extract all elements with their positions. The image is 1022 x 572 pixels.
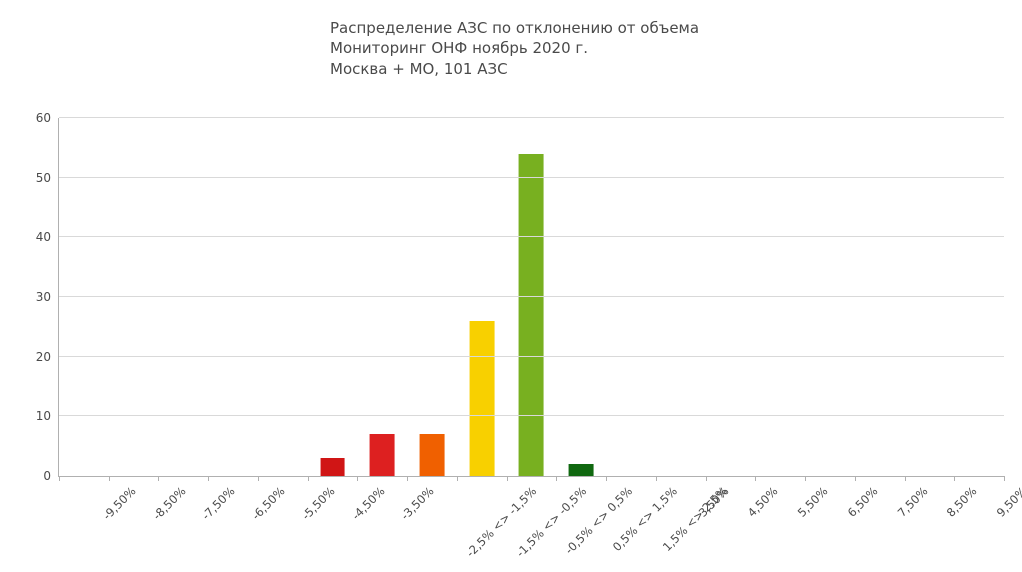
title-line-1: Распределение АЗС по отклонению от объем… xyxy=(330,18,699,38)
x-tick-label: 5,50% xyxy=(795,484,831,520)
x-tick xyxy=(656,476,657,481)
x-tick xyxy=(855,476,856,481)
x-tick-label: -6,50% xyxy=(249,484,288,523)
x-tick-label: 9,50% xyxy=(994,484,1022,520)
grid-line xyxy=(59,236,1004,237)
bar-slot xyxy=(656,118,706,476)
x-tick xyxy=(805,476,806,481)
bar xyxy=(420,434,445,476)
bar-slot xyxy=(407,118,457,476)
bar-slot xyxy=(158,118,208,476)
bar-slot xyxy=(109,118,159,476)
y-tick-label: 20 xyxy=(36,350,59,364)
x-tick-label: -8,50% xyxy=(150,484,189,523)
grid-line xyxy=(59,296,1004,297)
grid-line xyxy=(59,415,1004,416)
y-tick-label: 50 xyxy=(36,171,59,185)
bar-slot xyxy=(208,118,258,476)
x-tick-label: -4,50% xyxy=(348,484,387,523)
grid-line xyxy=(59,117,1004,118)
title-line-2: Мониторинг ОНФ ноябрь 2020 г. xyxy=(330,38,699,58)
plot-area: 0102030405060-9,50%-8,50%-7,50%-6,50%-5,… xyxy=(58,118,1004,477)
bar-slot xyxy=(507,118,557,476)
chart-title: Распределение АЗС по отклонению от объем… xyxy=(330,18,699,79)
bar-slot xyxy=(855,118,905,476)
x-tick-label: 7,50% xyxy=(894,484,930,520)
bar-slot xyxy=(357,118,407,476)
bar-slot xyxy=(606,118,656,476)
bar-slot xyxy=(308,118,358,476)
x-tick xyxy=(357,476,358,481)
bar-slot xyxy=(258,118,308,476)
chart-container: Распределение АЗС по отклонению от объем… xyxy=(0,0,1022,572)
bars-layer xyxy=(59,118,1004,476)
x-tick xyxy=(755,476,756,481)
x-tick-label: -3,50% xyxy=(398,484,437,523)
x-tick-label: -7,50% xyxy=(199,484,238,523)
title-line-3: Москва + МО, 101 АЗС xyxy=(330,59,699,79)
bar-slot xyxy=(805,118,855,476)
x-tick xyxy=(905,476,906,481)
y-tick-label: 30 xyxy=(36,290,59,304)
x-tick xyxy=(258,476,259,481)
bar-slot xyxy=(556,118,606,476)
x-tick xyxy=(109,476,110,481)
y-tick-label: 0 xyxy=(43,469,59,483)
grid-line xyxy=(59,177,1004,178)
bar xyxy=(469,321,494,476)
bar xyxy=(519,154,544,476)
x-tick xyxy=(1004,476,1005,481)
x-tick xyxy=(59,476,60,481)
grid-line xyxy=(59,356,1004,357)
x-tick-label: 4,50% xyxy=(745,484,781,520)
x-tick-label: 8,50% xyxy=(944,484,980,520)
x-tick-label: 6,50% xyxy=(845,484,881,520)
bar-slot xyxy=(905,118,955,476)
x-tick xyxy=(954,476,955,481)
x-tick xyxy=(556,476,557,481)
bar-slot xyxy=(457,118,507,476)
y-tick-label: 10 xyxy=(36,409,59,423)
x-tick xyxy=(457,476,458,481)
bar xyxy=(370,434,395,476)
x-tick xyxy=(208,476,209,481)
x-tick xyxy=(706,476,707,481)
x-tick xyxy=(308,476,309,481)
x-tick-label: -9,50% xyxy=(100,484,139,523)
x-tick xyxy=(606,476,607,481)
x-tick xyxy=(158,476,159,481)
bar-slot xyxy=(755,118,805,476)
bar-slot xyxy=(706,118,756,476)
x-tick-label: -5,50% xyxy=(299,484,338,523)
x-tick xyxy=(407,476,408,481)
y-tick-label: 40 xyxy=(36,230,59,244)
bar xyxy=(320,458,345,476)
bar xyxy=(569,464,594,476)
bar-slot xyxy=(59,118,109,476)
y-tick-label: 60 xyxy=(36,111,59,125)
bar-slot xyxy=(954,118,1004,476)
x-tick xyxy=(507,476,508,481)
